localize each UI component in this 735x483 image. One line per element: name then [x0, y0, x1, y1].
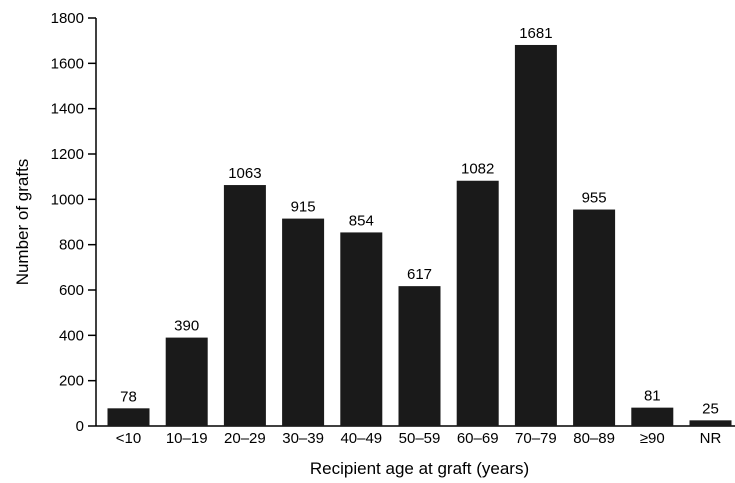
bar-value-label: 1082 — [461, 161, 494, 178]
bar — [398, 286, 441, 426]
x-tick-label: 70–79 — [515, 430, 557, 447]
x-tick-label: 50–59 — [399, 430, 441, 447]
bar — [340, 232, 383, 426]
bar-value-label: 81 — [644, 388, 661, 405]
x-tick-label: 20–29 — [224, 430, 266, 447]
y-tick-label: 1600 — [51, 55, 84, 72]
y-tick-label: 400 — [59, 327, 84, 344]
y-tick-label: 600 — [59, 282, 84, 299]
bars — [107, 44, 732, 427]
bar-value-label: 915 — [291, 199, 316, 216]
bar-value-label: 78 — [120, 388, 137, 405]
y-ticks: 0 200 400 600 800 1000 1200 1400 1600 1800 — [51, 10, 96, 435]
x-tick-label: 30–39 — [282, 430, 324, 447]
y-tick-label: 1200 — [51, 146, 84, 163]
bar-value-label: 390 — [174, 318, 199, 335]
bar — [514, 44, 557, 427]
bar-value-label: 854 — [349, 212, 374, 229]
x-tick-label: ≥90 — [640, 430, 665, 447]
bar — [107, 408, 150, 426]
y-tick-label: 0 — [76, 418, 84, 435]
bar-value-label: 25 — [702, 400, 719, 417]
bar-value-label: 617 — [407, 266, 432, 283]
y-tick-label: 800 — [59, 237, 84, 254]
y-axis-title: Number of grafts — [13, 159, 32, 286]
bar — [223, 185, 266, 426]
bar-value-label: 1681 — [519, 25, 552, 42]
x-tick-labels: <10 10–19 20–29 30–39 40–49 50–59 60–69 70–79 80… — [116, 430, 722, 447]
x-axis-title: Recipient age at graft (years) — [310, 459, 529, 478]
x-tick-label: 40–49 — [340, 430, 382, 447]
value-labels: 78 390 1063 915 854 617 1082 1681 955 81 25 — [120, 25, 719, 417]
x-tick-label: NR — [700, 430, 722, 447]
bar — [573, 209, 616, 426]
y-tick-label: 200 — [59, 373, 84, 390]
bar-value-label: 955 — [582, 190, 607, 207]
bar-value-label: 1063 — [228, 165, 261, 182]
x-tick-label: 10–19 — [166, 430, 208, 447]
y-tick-label: 1400 — [51, 101, 84, 118]
y-tick-label: 1000 — [51, 191, 84, 208]
x-tick-label: 60–69 — [457, 430, 499, 447]
bar — [456, 180, 499, 426]
bar — [282, 218, 325, 426]
bar — [631, 407, 674, 426]
y-tick-label: 1800 — [51, 10, 84, 27]
x-tick-label: 80–89 — [573, 430, 615, 447]
bar — [689, 420, 732, 426]
bar — [165, 337, 208, 426]
x-tick-label: <10 — [116, 430, 141, 447]
